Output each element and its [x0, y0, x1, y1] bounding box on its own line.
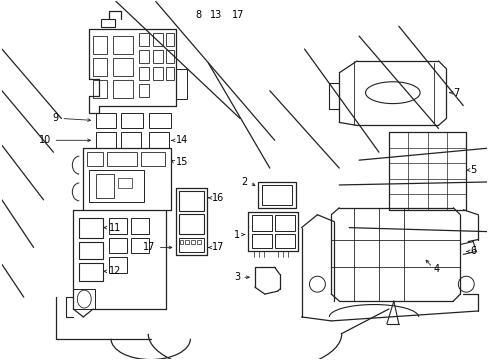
Text: 14: 14: [175, 135, 187, 145]
Text: 3: 3: [233, 272, 240, 282]
Text: 10: 10: [39, 135, 51, 145]
Bar: [152, 33, 163, 46]
Bar: [73, 289, 95, 309]
Bar: [79, 218, 103, 238]
Bar: [152, 67, 163, 80]
Text: 15: 15: [175, 157, 187, 167]
Text: 17: 17: [212, 243, 224, 252]
Bar: [141, 152, 164, 166]
Text: 11: 11: [109, 222, 121, 233]
Text: 12: 12: [109, 266, 121, 276]
Text: 13: 13: [210, 10, 222, 20]
Bar: [96, 174, 114, 198]
Bar: [178, 191, 204, 211]
Bar: [178, 238, 204, 252]
Bar: [93, 36, 107, 54]
Bar: [139, 50, 148, 63]
Bar: [178, 214, 204, 234]
Bar: [131, 218, 148, 234]
Bar: [93, 58, 107, 76]
Bar: [109, 257, 127, 273]
Text: 1: 1: [233, 230, 240, 239]
Text: 16: 16: [212, 193, 224, 203]
Bar: [148, 113, 170, 129]
Bar: [87, 152, 103, 166]
Bar: [109, 238, 127, 253]
Text: 2: 2: [241, 177, 247, 187]
Bar: [139, 67, 148, 80]
Bar: [113, 36, 133, 54]
Text: 9: 9: [52, 113, 59, 123]
Bar: [165, 67, 173, 80]
Bar: [251, 215, 271, 231]
Text: 17: 17: [143, 243, 155, 252]
Bar: [152, 50, 163, 63]
Text: 8: 8: [195, 10, 201, 20]
Bar: [274, 215, 294, 231]
Text: 4: 4: [433, 264, 439, 274]
Bar: [165, 50, 173, 63]
Bar: [274, 234, 294, 248]
Bar: [79, 242, 103, 260]
Bar: [139, 84, 148, 96]
Bar: [121, 132, 141, 148]
Bar: [109, 218, 127, 234]
Bar: [101, 19, 115, 27]
Bar: [197, 239, 201, 244]
Bar: [175, 69, 187, 99]
Bar: [262, 185, 291, 205]
Bar: [107, 152, 137, 166]
Bar: [139, 33, 148, 46]
Bar: [113, 80, 133, 98]
Bar: [118, 178, 132, 188]
Bar: [191, 239, 195, 244]
Text: 6: 6: [469, 247, 475, 256]
Text: 5: 5: [469, 165, 475, 175]
Bar: [148, 132, 168, 148]
Bar: [165, 33, 173, 46]
Bar: [96, 132, 116, 148]
Bar: [79, 264, 103, 281]
Bar: [89, 170, 143, 202]
Bar: [93, 80, 107, 98]
Bar: [113, 58, 133, 76]
Bar: [251, 234, 271, 248]
Bar: [96, 113, 116, 129]
Bar: [257, 182, 295, 208]
Bar: [179, 239, 183, 244]
Text: 7: 7: [452, 88, 459, 98]
Text: 17: 17: [232, 10, 244, 20]
Bar: [121, 113, 142, 129]
Bar: [131, 238, 148, 253]
Bar: [185, 239, 189, 244]
